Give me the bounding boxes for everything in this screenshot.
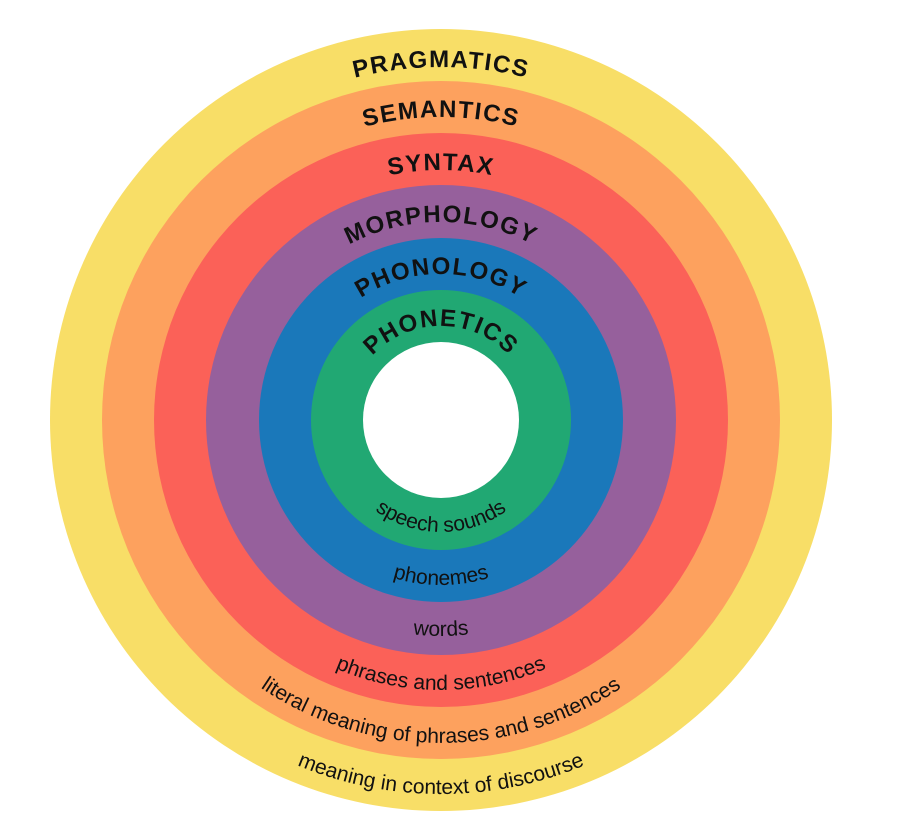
morphology-description: words xyxy=(412,616,470,641)
center-hole xyxy=(363,342,519,498)
